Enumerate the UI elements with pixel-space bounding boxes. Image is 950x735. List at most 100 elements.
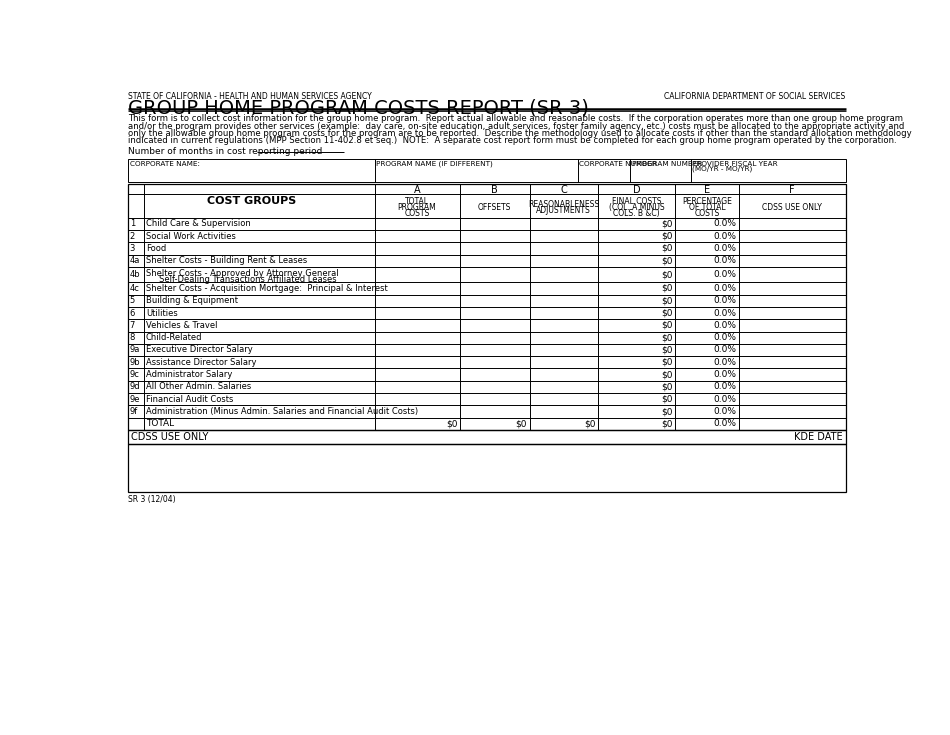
Text: Shelter Costs - Building Rent & Leases: Shelter Costs - Building Rent & Leases	[146, 257, 307, 265]
Text: $0: $0	[584, 420, 596, 429]
Text: B: B	[491, 185, 498, 196]
Text: Self-Dealing Transactions Affiliated Leases: Self-Dealing Transactions Affiliated Lea…	[146, 276, 336, 284]
Text: (COL. A MINUS: (COL. A MINUS	[609, 203, 664, 212]
Text: TOTAL: TOTAL	[405, 198, 429, 207]
Text: CORPORATE NUMBER: CORPORATE NUMBER	[580, 160, 656, 167]
Text: TOTAL: TOTAL	[146, 420, 174, 429]
Text: CALIFORNIA DEPARTMENT OF SOCIAL SERVICES: CALIFORNIA DEPARTMENT OF SOCIAL SERVICES	[664, 92, 846, 101]
Text: 2: 2	[129, 232, 135, 240]
Text: PROGRAM NAME (IF DIFFERENT): PROGRAM NAME (IF DIFFERENT)	[376, 160, 493, 167]
Bar	[128, 444, 846, 492]
Text: 6: 6	[129, 309, 135, 318]
Bar	[128, 159, 846, 182]
Text: Child-Related: Child-Related	[146, 333, 202, 343]
Text: $0: $0	[661, 270, 673, 279]
Text: OFFSETS: OFFSETS	[478, 203, 511, 212]
Bar	[128, 430, 846, 444]
Text: This form is to collect cost information for the group home program.  Report act: This form is to collect cost information…	[128, 115, 903, 123]
Text: ADJUSTMENTS: ADJUSTMENTS	[536, 206, 591, 215]
Text: PROVIDER FISCAL YEAR: PROVIDER FISCAL YEAR	[693, 160, 778, 167]
Text: PERCENTAGE: PERCENTAGE	[682, 198, 732, 207]
Text: Administration (Minus Admin. Salaries and Financial Audit Costs): Administration (Minus Admin. Salaries an…	[146, 407, 418, 416]
Text: 0.0%: 0.0%	[713, 321, 736, 330]
Text: 9c: 9c	[129, 370, 140, 379]
Text: D: D	[633, 185, 640, 196]
Text: Shelter Costs - Acquisition Mortgage:  Principal & Interest: Shelter Costs - Acquisition Mortgage: Pr…	[146, 284, 388, 293]
Text: 4a: 4a	[129, 257, 140, 265]
Text: 0.0%: 0.0%	[713, 270, 736, 279]
Text: 0.0%: 0.0%	[713, 420, 736, 429]
Text: Assistance Director Salary: Assistance Director Salary	[146, 358, 256, 367]
Text: 1: 1	[129, 219, 135, 229]
Text: 9a: 9a	[129, 345, 140, 354]
Text: 0.0%: 0.0%	[713, 257, 736, 265]
Text: 3: 3	[129, 244, 135, 253]
Text: F: F	[789, 185, 795, 196]
Text: Building & Equipment: Building & Equipment	[146, 296, 238, 305]
Text: (MO/YR - MO/YR): (MO/YR - MO/YR)	[693, 166, 752, 173]
Text: 9e: 9e	[129, 395, 140, 404]
Text: 0.0%: 0.0%	[713, 232, 736, 240]
Text: 0.0%: 0.0%	[713, 382, 736, 392]
Text: SR 3 (12/04): SR 3 (12/04)	[128, 495, 176, 503]
Text: GROUP HOME PROGRAM COSTS REPORT (SR 3): GROUP HOME PROGRAM COSTS REPORT (SR 3)	[128, 99, 589, 118]
Text: COLS. B &C): COLS. B &C)	[613, 209, 659, 218]
Text: Number of months in cost reporting period: Number of months in cost reporting perio…	[128, 148, 322, 157]
Text: 7: 7	[129, 321, 135, 330]
Text: 0.0%: 0.0%	[713, 296, 736, 305]
Text: $0: $0	[516, 420, 527, 429]
Text: Shelter Costs - Approved by Attorney General: Shelter Costs - Approved by Attorney Gen…	[146, 269, 338, 278]
Text: $0: $0	[661, 395, 673, 404]
Text: Social Work Activities: Social Work Activities	[146, 232, 236, 240]
Text: 9f: 9f	[129, 407, 138, 416]
Text: Utilities: Utilities	[146, 309, 178, 318]
Text: $0: $0	[446, 420, 458, 429]
Text: $0: $0	[661, 370, 673, 379]
Text: $0: $0	[661, 333, 673, 343]
Text: 0.0%: 0.0%	[713, 370, 736, 379]
Text: $0: $0	[661, 420, 673, 429]
Text: STATE OF CALIFORNIA - HEALTH AND HUMAN SERVICES AGENCY: STATE OF CALIFORNIA - HEALTH AND HUMAN S…	[128, 92, 371, 101]
Text: 0.0%: 0.0%	[713, 407, 736, 416]
Text: E: E	[704, 185, 710, 196]
Text: $0: $0	[661, 244, 673, 253]
Text: 0.0%: 0.0%	[713, 333, 736, 343]
Text: indicated in current regulations (MPP Section 11-402.8 et seq.)  NOTE:  A separa: indicated in current regulations (MPP Se…	[128, 136, 897, 146]
Text: 8: 8	[129, 333, 135, 343]
Text: All Other Admin. Salaries: All Other Admin. Salaries	[146, 382, 251, 392]
Text: Financial Audit Costs: Financial Audit Costs	[146, 395, 234, 404]
Text: Vehicles & Travel: Vehicles & Travel	[146, 321, 218, 330]
Text: 0.0%: 0.0%	[713, 345, 736, 354]
Text: 5: 5	[129, 296, 135, 305]
Text: $0: $0	[661, 219, 673, 229]
Text: C: C	[560, 185, 567, 196]
Text: KDE DATE: KDE DATE	[794, 432, 843, 442]
Text: $0: $0	[661, 232, 673, 240]
Text: and/or the program provides other services (example:  day care, on-site educatio: and/or the program provides other servic…	[128, 122, 904, 131]
Text: Administrator Salary: Administrator Salary	[146, 370, 232, 379]
Text: PROGRAM NUMBER: PROGRAM NUMBER	[632, 160, 702, 167]
Text: $0: $0	[661, 321, 673, 330]
Text: $0: $0	[661, 296, 673, 305]
Text: 4b: 4b	[129, 270, 141, 279]
Text: CORPORATE NAME:: CORPORATE NAME:	[129, 160, 200, 167]
Text: 0.0%: 0.0%	[713, 358, 736, 367]
Text: 4c: 4c	[129, 284, 140, 293]
Text: COSTS: COSTS	[694, 209, 719, 218]
Text: $0: $0	[661, 309, 673, 318]
Text: COST GROUPS: COST GROUPS	[207, 196, 295, 206]
Text: 0.0%: 0.0%	[713, 284, 736, 293]
Text: $0: $0	[661, 407, 673, 416]
Text: 0.0%: 0.0%	[713, 219, 736, 229]
Text: $0: $0	[661, 382, 673, 392]
Text: REASONABLENESS: REASONABLENESS	[528, 200, 599, 209]
Text: only the allowable group home program costs for the program are to be reported. : only the allowable group home program co…	[128, 129, 912, 138]
Text: Executive Director Salary: Executive Director Salary	[146, 345, 253, 354]
Text: OF TOTAL: OF TOTAL	[689, 203, 725, 212]
Text: $0: $0	[661, 257, 673, 265]
Text: PROGRAM: PROGRAM	[398, 203, 436, 212]
Text: $0: $0	[661, 358, 673, 367]
Text: 0.0%: 0.0%	[713, 244, 736, 253]
Text: 9b: 9b	[129, 358, 141, 367]
Bar	[128, 184, 846, 430]
